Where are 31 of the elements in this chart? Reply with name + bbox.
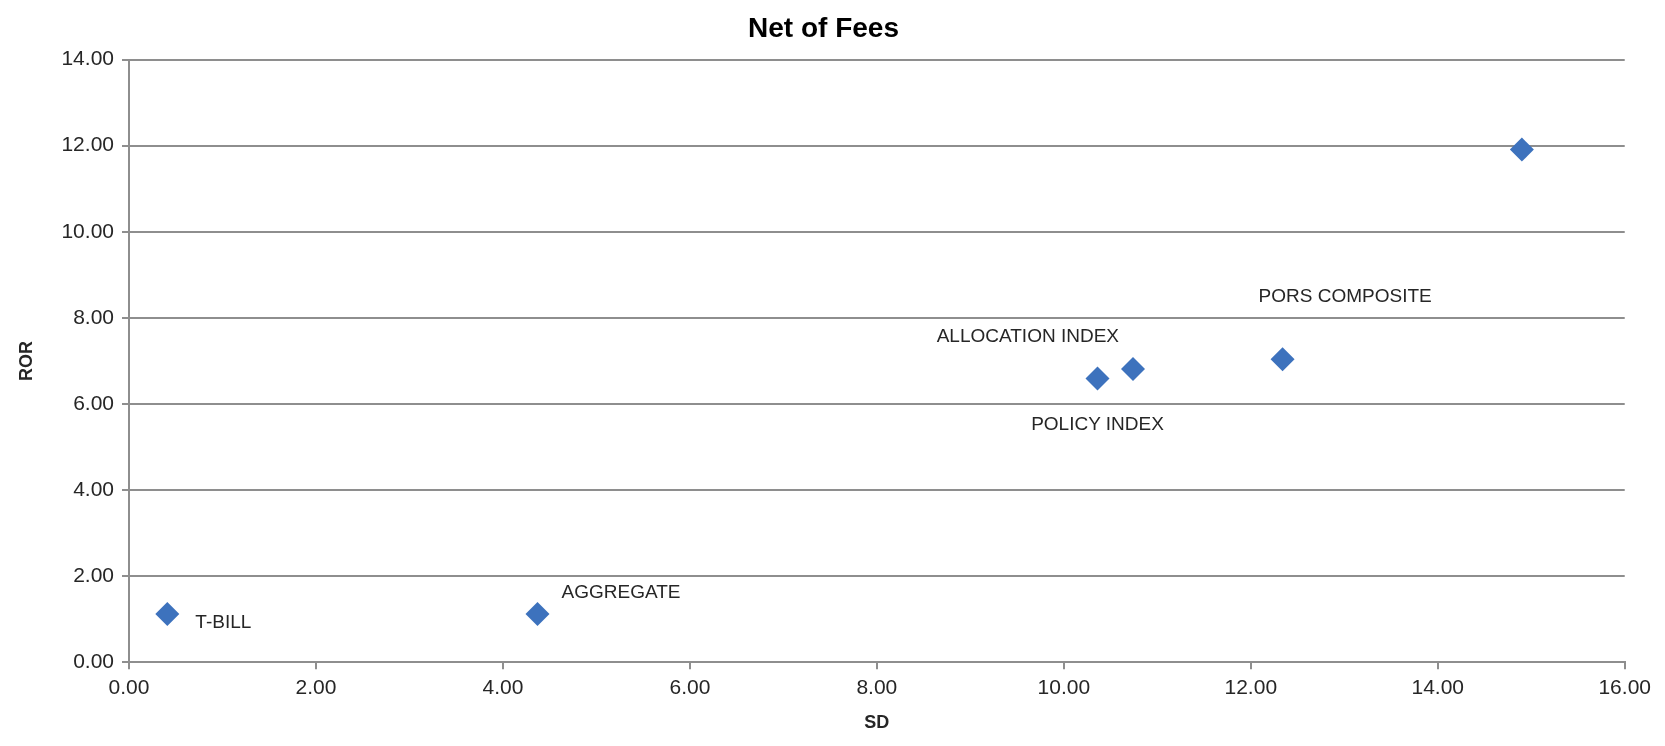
y-axis-title: ROR xyxy=(15,340,36,381)
chart-title: Net of Fees xyxy=(748,11,899,43)
y-tick-label: 0.00 xyxy=(73,649,114,672)
annotation: ALLOCATION INDEX xyxy=(936,325,1120,347)
annotation: AGGREGATE xyxy=(561,581,681,603)
x-tick-label: 10.00 xyxy=(1037,674,1091,698)
x-tick-label: 2.00 xyxy=(295,674,337,698)
x-tick-label: 14.00 xyxy=(1411,674,1465,698)
point xyxy=(525,601,550,626)
point xyxy=(155,601,180,626)
x-tick-label: 12.00 xyxy=(1224,674,1278,698)
y-tick-label: 6.00 xyxy=(73,390,114,414)
y-tick-label: 8.00 xyxy=(73,304,114,328)
y-tick-label: 10.00 xyxy=(61,218,114,242)
y-tick-label: 14.00 xyxy=(61,46,114,70)
x-tick-label: 8.00 xyxy=(856,674,898,698)
y-tick-label: 12.00 xyxy=(61,132,114,156)
point xyxy=(1121,357,1146,382)
annotation: PORS COMPOSITE xyxy=(1258,285,1432,307)
x-tick-label: 0.00 xyxy=(108,674,150,698)
x-tick-label: 16.00 xyxy=(1598,674,1652,698)
x-tick-label: 6.00 xyxy=(669,674,711,698)
annotation: POLICY INDEX xyxy=(1031,412,1165,434)
x-tick-label: 4.00 xyxy=(482,674,524,698)
x-axis-title: SD xyxy=(864,712,890,733)
point xyxy=(1085,366,1110,391)
annotation: T-BILL xyxy=(195,611,252,633)
point xyxy=(1270,347,1295,372)
point xyxy=(1509,137,1534,162)
y-tick-label: 2.00 xyxy=(73,562,114,586)
y-tick-label: 4.00 xyxy=(73,476,114,500)
